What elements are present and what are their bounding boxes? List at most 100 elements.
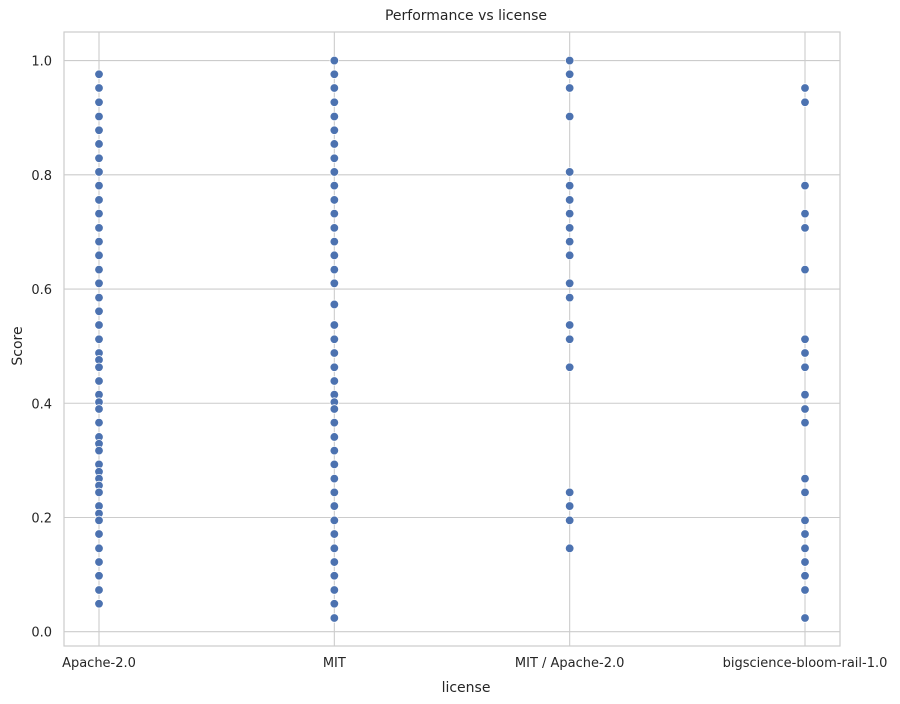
data-point (94, 306, 104, 316)
y-axis-label: Score (10, 326, 26, 365)
data-point (94, 264, 104, 275)
data-point (94, 125, 104, 135)
data-point (94, 83, 104, 93)
data-point (94, 529, 104, 539)
data-point (564, 278, 575, 289)
grid-lines (64, 32, 840, 646)
data-point (800, 543, 810, 554)
data-point (564, 208, 575, 219)
y-tick-label: 0.0 (31, 626, 52, 641)
data-point (329, 83, 340, 93)
data-point (329, 459, 340, 470)
data-point (564, 543, 575, 554)
data-point (800, 97, 810, 107)
x-tick-label: MIT (323, 656, 346, 671)
data-point (800, 83, 810, 93)
data-point (800, 264, 810, 275)
data-point (94, 236, 104, 247)
x-axis-label: license (442, 680, 491, 696)
plot-frame (63, 31, 841, 647)
data-point (94, 97, 104, 107)
y-tick-label: 0.8 (31, 169, 52, 184)
data-point (564, 236, 575, 247)
data-point (94, 250, 104, 261)
data-point (94, 571, 104, 581)
data-point (94, 445, 104, 456)
data-point (329, 111, 340, 122)
data-point (94, 320, 104, 330)
data-point (329, 278, 340, 289)
data-point (329, 613, 340, 623)
data-point (564, 167, 575, 177)
data-point (564, 515, 575, 526)
data-point (329, 195, 340, 205)
data-point (94, 404, 104, 414)
x-tick-label: MIT / Apache-2.0 (515, 656, 625, 671)
data-point (329, 69, 340, 79)
data-point (94, 111, 104, 122)
data-point (800, 334, 810, 344)
data-point (564, 195, 575, 205)
data-point (329, 501, 340, 511)
data-point (564, 83, 575, 93)
data-point (800, 417, 810, 428)
data-point (329, 320, 340, 330)
x-tick-labels: Apache-2.0 MIT MIT / Apache-2.0 bigscience-… (62, 656, 887, 671)
data-point (800, 571, 810, 581)
data-point (564, 487, 575, 498)
data-point (564, 292, 575, 303)
data-point (564, 501, 575, 511)
data-point (564, 180, 575, 191)
data-point (800, 389, 810, 400)
data-point (564, 69, 575, 79)
data-point (329, 299, 340, 310)
data-point (329, 599, 340, 609)
data-point (94, 195, 104, 205)
data-point (329, 208, 340, 219)
data-point (94, 223, 104, 233)
chart-title: Performance vs license (385, 8, 547, 24)
data-point (329, 55, 340, 66)
data-point (94, 557, 104, 567)
data-point (800, 585, 810, 595)
data-point (800, 404, 810, 414)
data-point (94, 69, 104, 79)
data-point (329, 529, 340, 539)
data-point (94, 599, 104, 609)
data-point (329, 264, 340, 275)
y-tick-label: 0.6 (31, 283, 52, 298)
data-point (564, 362, 575, 372)
data-point (329, 417, 340, 428)
y-tick-label: 1.0 (31, 55, 52, 70)
data-point (94, 292, 104, 303)
data-point (329, 487, 340, 498)
data-point (800, 613, 810, 623)
data-point (94, 208, 104, 219)
data-point (564, 111, 575, 122)
data-point (329, 139, 340, 149)
x-tick-label: Apache-2.0 (62, 656, 136, 671)
data-point (329, 445, 340, 456)
data-point (329, 125, 340, 135)
data-point (564, 55, 575, 66)
data-point (94, 278, 104, 289)
data-point (800, 557, 810, 567)
data-point (329, 153, 340, 163)
data-point (94, 139, 104, 149)
data-point (94, 153, 104, 163)
data-point (329, 236, 340, 247)
data-point (94, 167, 104, 177)
data-point (329, 557, 340, 567)
data-point (329, 473, 340, 484)
data-point (329, 571, 340, 581)
data-point (329, 585, 340, 595)
data-point (800, 473, 810, 484)
data-point (94, 585, 104, 595)
data-point (94, 334, 104, 344)
data-point (564, 250, 575, 261)
data-point (564, 223, 575, 233)
data-point (800, 180, 810, 191)
data-point (329, 515, 340, 526)
data-point (94, 487, 104, 498)
